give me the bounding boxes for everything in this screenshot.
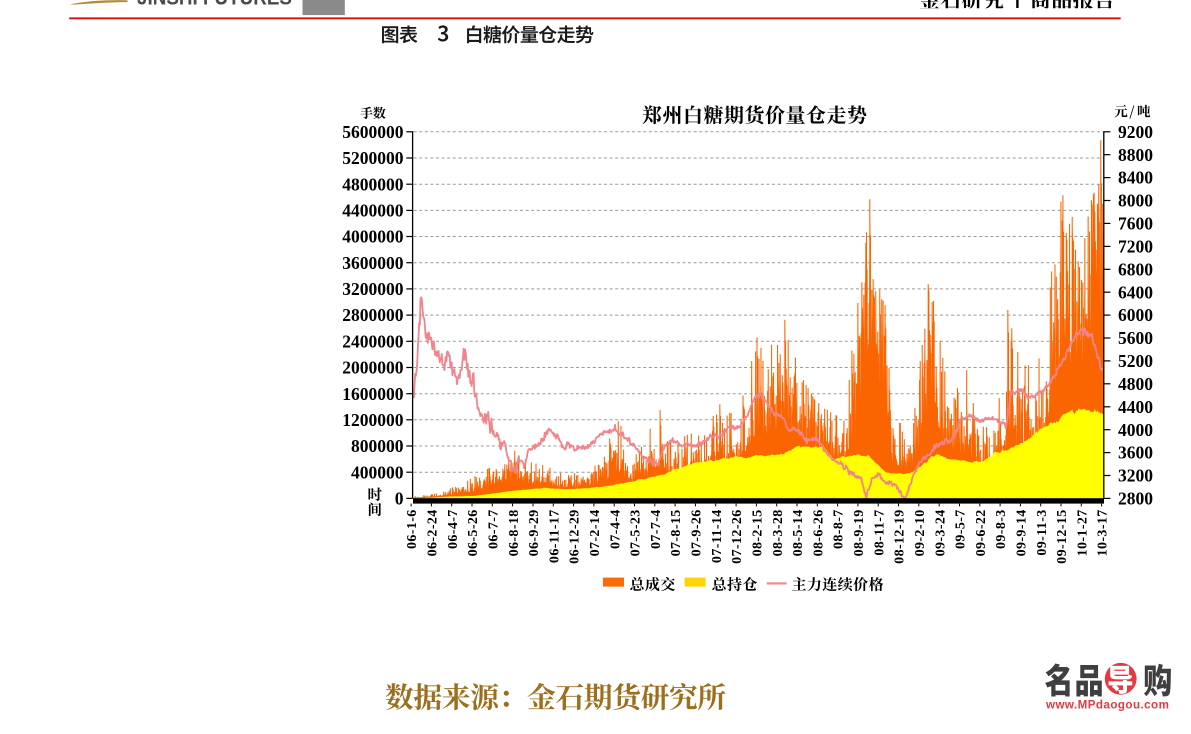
svg-text:07-11-14: 07-11-14	[710, 509, 725, 563]
svg-text:07-12-26: 07-12-26	[730, 509, 745, 564]
svg-text:2800000: 2800000	[342, 305, 404, 325]
svg-text:2800: 2800	[1118, 489, 1153, 509]
svg-text:4000000: 4000000	[342, 227, 404, 247]
svg-text:6000: 6000	[1118, 305, 1153, 325]
svg-text:09-2-10: 09-2-10	[913, 509, 928, 556]
svg-text:06-4-7: 06-4-7	[446, 509, 461, 549]
svg-text:09-8-3: 09-8-3	[994, 509, 1009, 549]
svg-text:07-5-23: 07-5-23	[629, 509, 644, 556]
svg-text:08-6-26: 08-6-26	[811, 509, 826, 556]
svg-text:09-3-24: 09-3-24	[933, 509, 948, 556]
svg-text:08-11-7: 08-11-7	[872, 509, 887, 555]
svg-text:6400: 6400	[1118, 282, 1153, 302]
svg-text:2400000: 2400000	[342, 331, 404, 351]
svg-text:06-5-26: 06-5-26	[466, 509, 481, 556]
svg-text:5200000: 5200000	[342, 148, 404, 168]
svg-text:06-2-24: 06-2-24	[426, 509, 441, 556]
svg-text:08-8-7: 08-8-7	[832, 509, 847, 549]
svg-text:3600: 3600	[1118, 443, 1153, 463]
svg-text:09-6-22: 09-6-22	[974, 509, 989, 556]
svg-text:06-1-6: 06-1-6	[405, 509, 420, 549]
svg-text:4000: 4000	[1118, 420, 1153, 440]
svg-text:07-9-26: 07-9-26	[690, 509, 705, 556]
svg-text:08-5-14: 08-5-14	[791, 509, 806, 556]
svg-text:09-11-3: 09-11-3	[1035, 509, 1050, 555]
svg-text:2000000: 2000000	[342, 358, 404, 378]
svg-text:8800: 8800	[1118, 145, 1153, 165]
svg-text:4800: 4800	[1118, 374, 1153, 394]
svg-text:4400000: 4400000	[342, 201, 404, 221]
svg-text:1600000: 1600000	[342, 384, 404, 404]
svg-text:5600: 5600	[1118, 328, 1153, 348]
svg-text:7200: 7200	[1118, 237, 1153, 257]
svg-text:0: 0	[395, 489, 404, 509]
svg-text:www.MPdaogou.com: www.MPdaogou.com	[1045, 698, 1169, 711]
svg-text:08-9-19: 08-9-19	[852, 509, 867, 556]
svg-text:08-3-28: 08-3-28	[771, 509, 786, 556]
svg-text:06-9-29: 06-9-29	[527, 509, 542, 556]
svg-text:5200: 5200	[1118, 351, 1153, 371]
svg-text:10-1-27: 10-1-27	[1075, 509, 1090, 556]
svg-text:07-4-4: 07-4-4	[608, 509, 623, 549]
svg-text:09-5-7: 09-5-7	[954, 509, 969, 549]
svg-text:6800: 6800	[1118, 259, 1153, 279]
svg-text:06-12-29: 06-12-29	[568, 509, 583, 564]
svg-text:10-3-17: 10-3-17	[1096, 509, 1111, 556]
svg-text:7600: 7600	[1118, 214, 1153, 234]
svg-text:400000: 400000	[351, 462, 404, 482]
svg-text:06-11-17: 06-11-17	[547, 509, 562, 563]
svg-text:800000: 800000	[351, 436, 404, 456]
svg-text:5600000: 5600000	[342, 122, 404, 142]
svg-text:06-8-18: 06-8-18	[507, 509, 522, 556]
svg-text:09-9-14: 09-9-14	[1015, 509, 1030, 556]
svg-text:09-12-15: 09-12-15	[1055, 509, 1070, 564]
svg-text:8400: 8400	[1118, 168, 1153, 188]
svg-text:3600000: 3600000	[342, 253, 404, 273]
svg-text:4400: 4400	[1118, 397, 1153, 417]
svg-text:07-7-4: 07-7-4	[649, 509, 664, 549]
svg-text:1200000: 1200000	[342, 410, 404, 430]
svg-text:8000: 8000	[1118, 191, 1153, 211]
svg-text:07-8-15: 07-8-15	[669, 509, 684, 556]
svg-text:JINSHI FUTURES: JINSHI FUTURES	[137, 0, 292, 9]
svg-text:08-2-15: 08-2-15	[751, 509, 766, 556]
svg-text:07-2-14: 07-2-14	[588, 509, 603, 556]
svg-text:4800000: 4800000	[342, 174, 404, 194]
svg-text:08-12-19: 08-12-19	[893, 509, 908, 564]
svg-text:3200000: 3200000	[342, 279, 404, 299]
svg-text:06-7-7: 06-7-7	[486, 509, 501, 549]
svg-text:9200: 9200	[1118, 122, 1153, 142]
svg-text:3200: 3200	[1118, 466, 1153, 486]
